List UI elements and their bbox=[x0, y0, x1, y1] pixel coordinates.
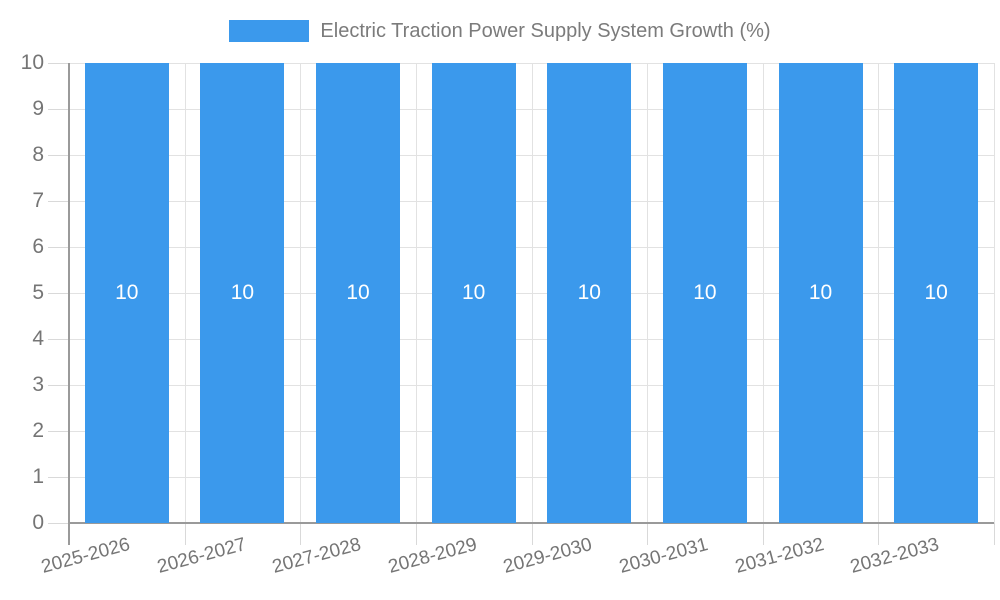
y-tick-mark bbox=[48, 247, 69, 248]
x-gridline bbox=[184, 63, 186, 523]
x-tick-mark bbox=[415, 523, 417, 545]
x-axis-tick-label: 2029-2030 bbox=[501, 534, 595, 578]
bar-2032-2033[interactable]: 10 bbox=[894, 63, 979, 523]
x-tick-mark bbox=[878, 523, 880, 545]
y-axis-tick-label: 5 bbox=[32, 281, 44, 304]
x-gridline bbox=[994, 63, 995, 523]
x-tick-mark bbox=[994, 523, 995, 545]
y-axis-tick-label: 2 bbox=[32, 419, 44, 442]
bar-2029-2030[interactable]: 10 bbox=[547, 63, 632, 523]
bar-2027-2028[interactable]: 10 bbox=[316, 63, 401, 523]
y-axis-tick-label: 3 bbox=[32, 373, 44, 396]
bar-value-label: 10 bbox=[230, 281, 255, 304]
bar-2030-2031[interactable]: 10 bbox=[662, 63, 747, 523]
bar-2026-2027[interactable]: 10 bbox=[200, 63, 285, 523]
bar-value-label: 10 bbox=[346, 281, 370, 304]
x-axis-tick-label: 2025-2026 bbox=[39, 534, 133, 578]
y-axis-tick-label: 9 bbox=[32, 97, 44, 120]
y-tick-mark bbox=[48, 155, 69, 156]
x-gridline bbox=[300, 63, 302, 523]
y-tick-mark bbox=[48, 201, 69, 202]
bar-value-label: 10 bbox=[462, 281, 486, 304]
x-axis-tick-label: 2027-2028 bbox=[270, 534, 364, 578]
x-axis-tick-label: 2031-2032 bbox=[732, 534, 826, 578]
chart-legend: Electric Traction Power Supply System Gr… bbox=[0, 14, 1000, 48]
y-axis-tick-label: 1 bbox=[32, 465, 44, 488]
y-axis-tick-label: 4 bbox=[32, 327, 44, 350]
x-tick-mark bbox=[184, 523, 186, 545]
y-axis-tick-label: 0 bbox=[32, 511, 44, 534]
x-tick-mark bbox=[300, 523, 302, 545]
bar-value-label: 10 bbox=[577, 281, 601, 304]
chart-title: Electric Traction Power Supply System Gr… bbox=[320, 19, 771, 42]
y-axis-tick-label: 7 bbox=[32, 189, 44, 212]
y-tick-mark bbox=[48, 477, 69, 478]
legend-swatch[interactable] bbox=[229, 20, 310, 42]
bar-2025-2026[interactable]: 10 bbox=[84, 63, 169, 523]
y-tick-mark bbox=[48, 63, 69, 64]
y-axis-tick-label: 6 bbox=[32, 235, 44, 258]
y-tick-mark bbox=[48, 431, 69, 432]
y-tick-mark bbox=[48, 339, 69, 340]
y-axis-line bbox=[68, 63, 70, 545]
bar-2028-2029[interactable]: 10 bbox=[431, 63, 516, 523]
x-tick-mark bbox=[762, 523, 764, 545]
x-axis-tick-label: 2026-2027 bbox=[154, 534, 248, 578]
x-tick-mark bbox=[531, 523, 533, 545]
bar-value-label: 10 bbox=[115, 281, 139, 304]
x-axis-tick-label: 2028-2029 bbox=[385, 534, 480, 578]
x-gridline bbox=[531, 63, 533, 523]
x-gridline bbox=[762, 63, 764, 523]
y-tick-mark bbox=[48, 293, 69, 294]
bar-2031-2032[interactable]: 10 bbox=[778, 63, 863, 523]
x-axis-tick-label: 2030-2031 bbox=[617, 534, 711, 578]
y-tick-mark bbox=[48, 523, 69, 524]
x-gridline bbox=[647, 63, 649, 523]
y-axis-tick-label: 10 bbox=[20, 51, 44, 74]
y-tick-mark bbox=[48, 385, 69, 386]
y-axis-tick-label: 8 bbox=[32, 143, 44, 166]
bar-value-label: 10 bbox=[693, 281, 717, 304]
x-gridline bbox=[878, 63, 880, 523]
bar-value-label: 10 bbox=[808, 281, 833, 304]
x-axis-line bbox=[69, 522, 994, 524]
x-gridline bbox=[415, 63, 417, 523]
bar-value-label: 10 bbox=[924, 281, 948, 304]
x-tick-mark bbox=[647, 523, 649, 545]
x-axis-tick-label: 2032-2033 bbox=[848, 534, 942, 578]
y-tick-mark bbox=[48, 109, 69, 110]
